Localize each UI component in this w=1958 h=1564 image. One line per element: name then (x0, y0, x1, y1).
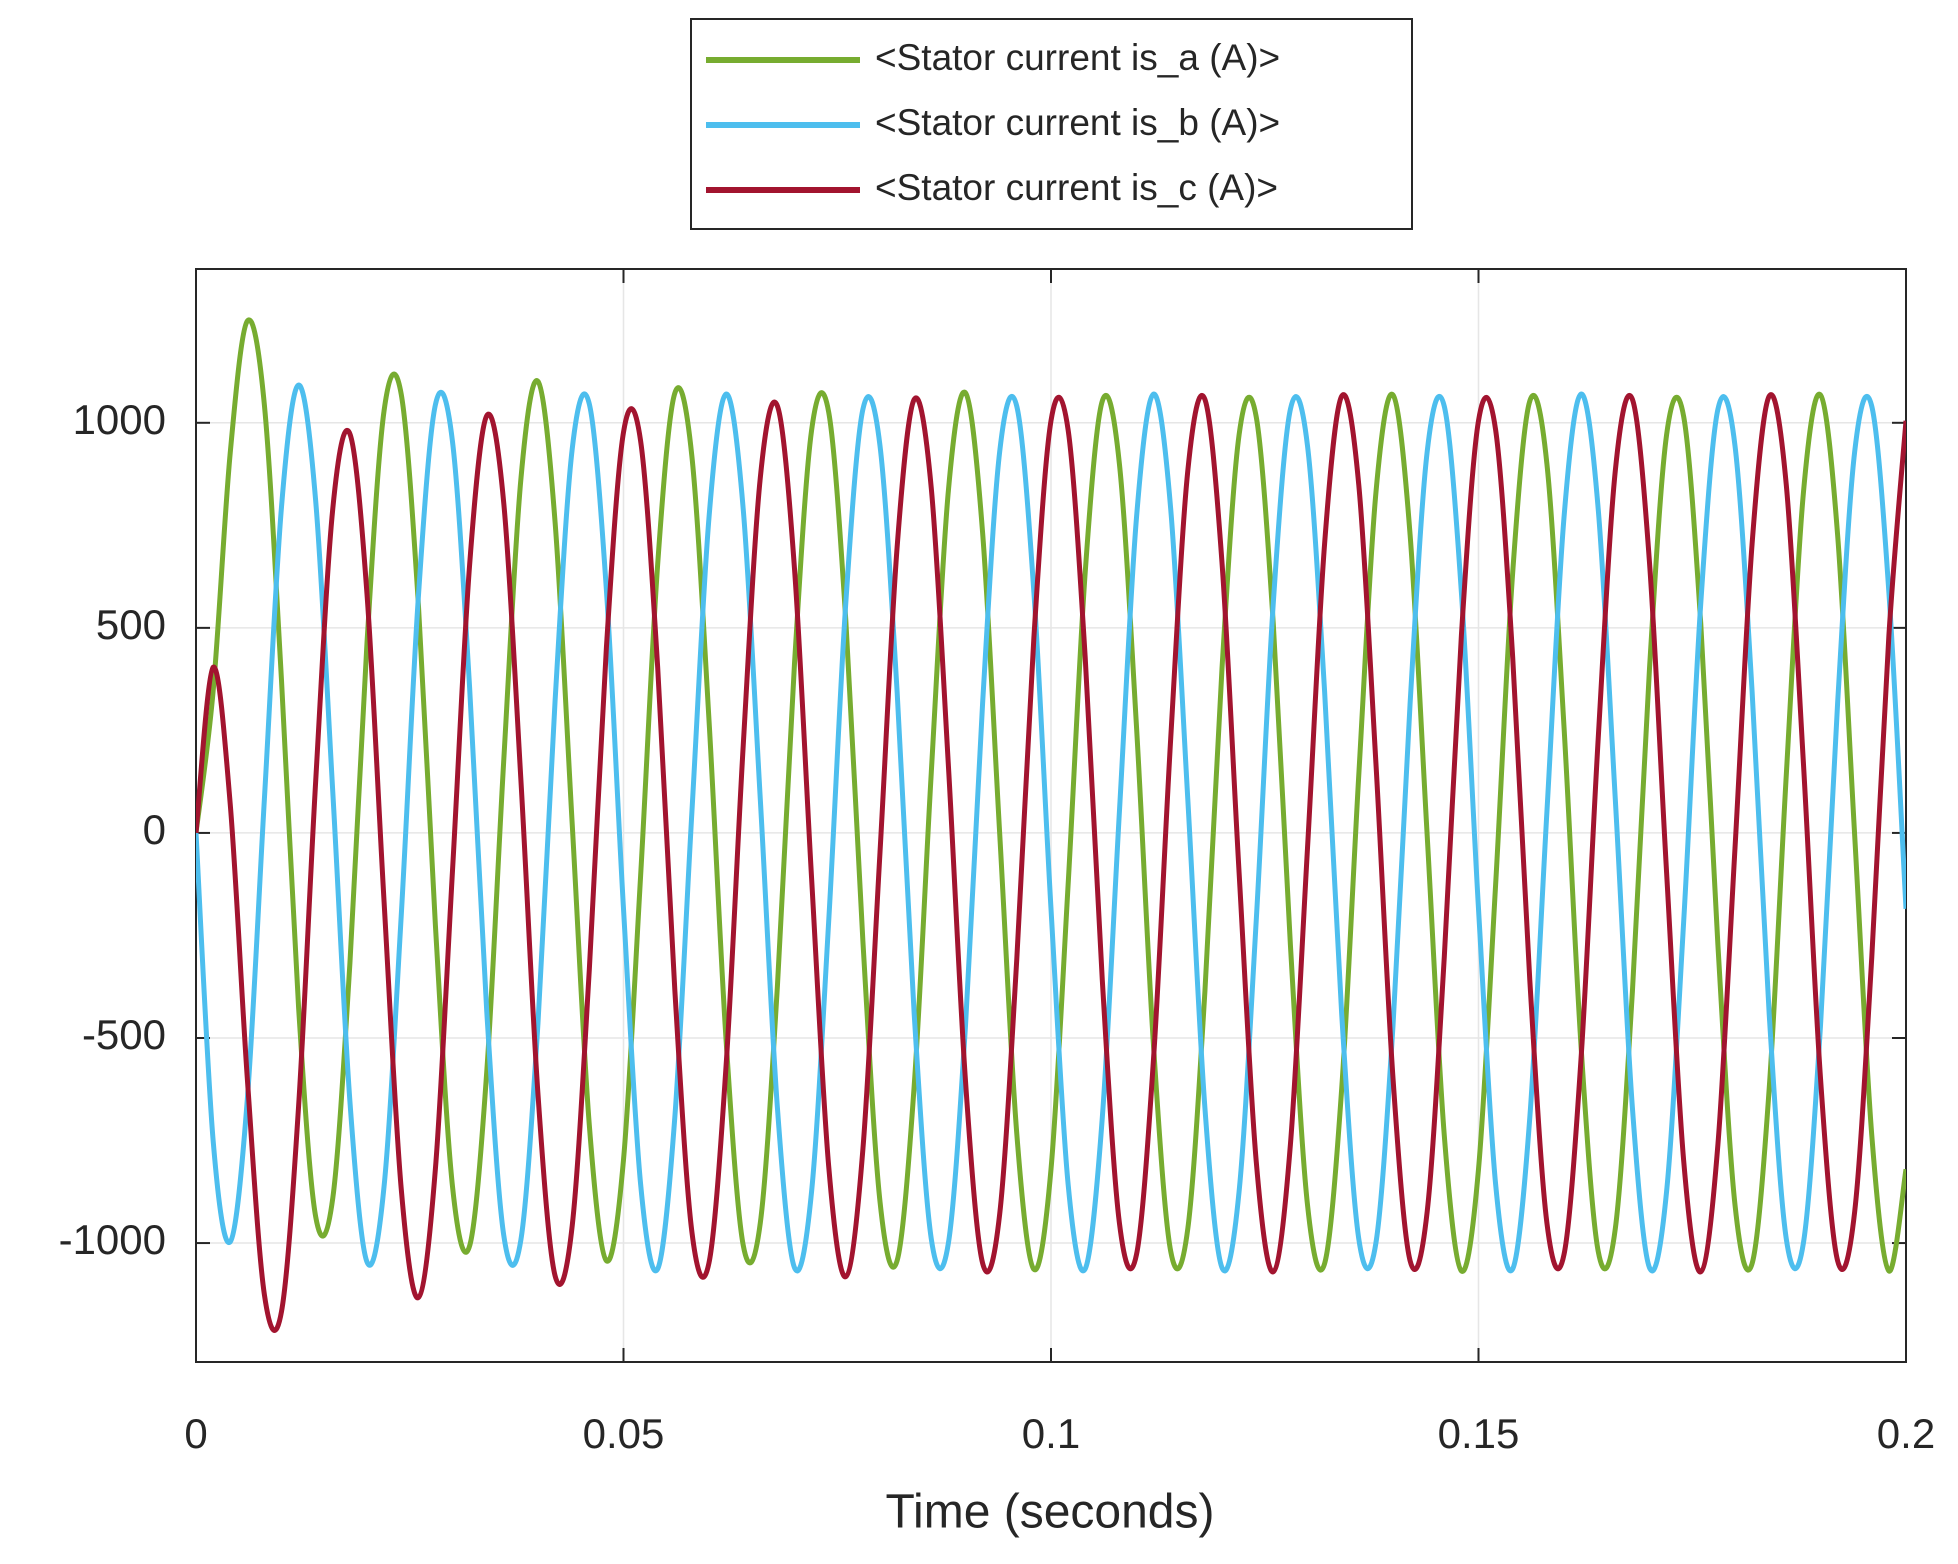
x-tick-label: 0.2 (1877, 1410, 1935, 1457)
series-line (196, 317, 1906, 1274)
x-axis-label: Time (seconds) (886, 1486, 1215, 1539)
y-tick-label: 0 (143, 806, 166, 853)
legend-label: <Stator current is_b (A)> (875, 102, 1280, 143)
legend-label: <Stator current is_c (A)> (875, 167, 1278, 208)
x-tick-label: 0.15 (1438, 1410, 1520, 1457)
series-line (196, 382, 1906, 1274)
y-tick-label: -1000 (59, 1216, 166, 1263)
series-line (196, 392, 1906, 1333)
x-tick-label: 0.05 (583, 1410, 665, 1457)
x-tick-label: 0 (184, 1410, 207, 1457)
x-tick-label: 0.1 (1022, 1410, 1080, 1457)
y-tick-label: 500 (96, 601, 166, 648)
legend: <Stator current is_a (A)> <Stator current… (706, 37, 1280, 208)
y-tick-label: 1000 (73, 396, 166, 443)
legend-label: <Stator current is_a (A)> (875, 37, 1280, 78)
y-tick-label: -500 (82, 1011, 166, 1058)
